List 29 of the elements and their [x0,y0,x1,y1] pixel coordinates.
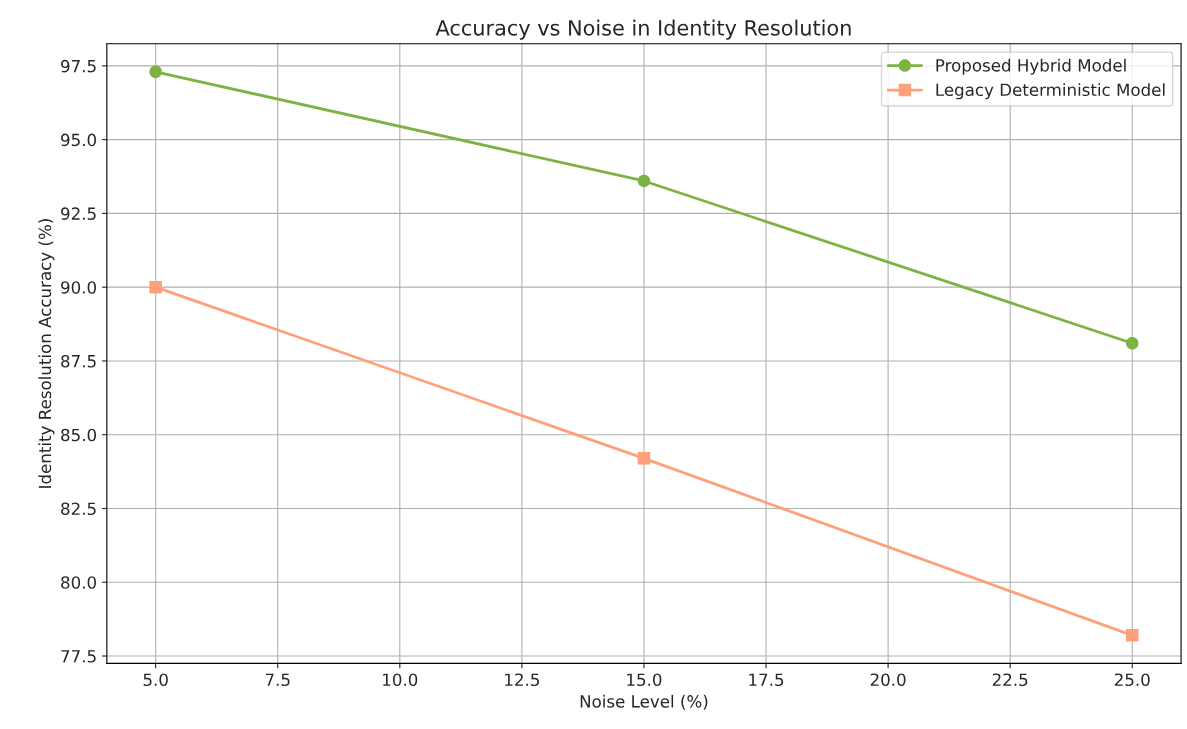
x-tick-label: 22.5 [992,673,1028,687]
x-tick-label: 7.5 [265,673,290,687]
x-axis-title: Noise Level (%) [580,694,708,710]
x-tick-label: 17.5 [749,673,784,687]
y-tick-label: 90.0 [61,281,96,294]
y-tick-label: 92.5 [61,207,96,220]
y-tick-label: 95.0 [61,133,96,147]
y-tick-label: 80.0 [61,576,96,589]
y-axis-title: Identity Resolution Accuracy (%) [38,219,55,488]
x-tick-label: 25.0 [1114,673,1150,687]
x-tick-label: 20.0 [870,673,906,687]
y-tick-label: 77.5 [61,650,96,663]
y-tick-label: 97.5 [61,59,96,73]
legend-label: Legacy Deterministic Model [936,83,1165,100]
point [637,452,651,465]
x-tick-label: 5.0 [143,673,168,687]
x-tick-label: 12.5 [505,673,539,687]
x-tick-label: 10.0 [383,673,418,687]
y-tick-label: 85.0 [61,428,96,442]
point [149,65,162,79]
y-tick-label: 87.5 [61,354,96,368]
point [637,174,651,188]
point [149,280,162,294]
point [1125,336,1139,350]
y-tick-label: 82.5 [61,502,96,516]
chart-title: Accuracy vs Noise in Identity Resolution [435,19,851,40]
point [1125,629,1139,642]
legend-label: Proposed Hybrid Model [936,58,1126,75]
x-tick-label: 15.0 [627,673,662,687]
